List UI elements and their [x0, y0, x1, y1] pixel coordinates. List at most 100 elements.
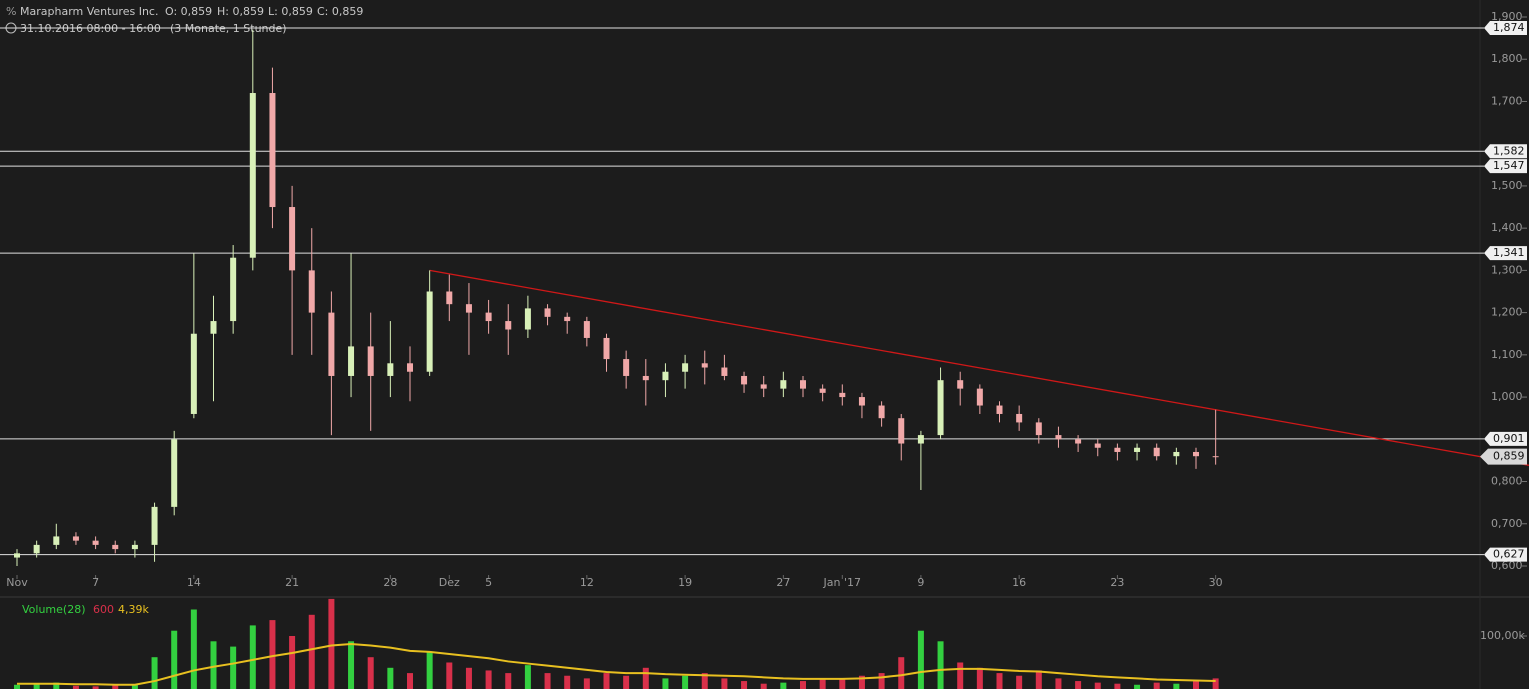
price-tag	[1484, 159, 1527, 174]
candle-body	[917, 435, 924, 444]
volume-bar	[387, 667, 394, 689]
price-tag-label: 1,547	[1493, 159, 1525, 172]
volume-bar	[112, 685, 119, 689]
price-tag-label: 0,627	[1493, 548, 1525, 561]
volume-legend: Volume(28)	[22, 603, 86, 616]
y-tick-label: 1,900	[1491, 10, 1523, 23]
candle-body	[760, 384, 767, 389]
last-price-tag	[1480, 448, 1527, 465]
volume-bar	[328, 598, 335, 689]
volume-bar	[151, 657, 158, 689]
volume-bar	[308, 614, 315, 689]
volume-bar	[1094, 682, 1101, 689]
volume-bar	[721, 678, 728, 689]
volume-bar	[367, 657, 374, 689]
candles	[14, 29, 1219, 566]
volume-bar	[14, 684, 20, 689]
candle-body	[407, 363, 413, 372]
volume-bar	[446, 662, 453, 689]
candle-body	[33, 544, 40, 554]
x-tick-label: 5	[485, 576, 492, 589]
symbol-icon: %	[6, 5, 16, 18]
volume-bar	[583, 678, 590, 689]
candle-body	[14, 553, 20, 558]
candle-body	[1173, 451, 1180, 457]
y-tick-label: 0,600	[1491, 559, 1523, 572]
volume-bar	[289, 636, 296, 689]
x-tick-label: 16	[1012, 576, 1026, 589]
volume-bar	[1193, 681, 1199, 689]
volume-bar	[190, 609, 197, 689]
candle-body	[485, 312, 492, 322]
volume-bar	[878, 673, 885, 689]
candle-body	[1075, 439, 1082, 444]
y-tick-label: 1,200	[1491, 306, 1523, 319]
y-tick-label: 1,000	[1491, 390, 1523, 403]
candle-body	[603, 337, 610, 360]
volume-bar	[269, 620, 276, 689]
price-tag	[1484, 431, 1527, 446]
candle-body	[819, 388, 826, 393]
candle-body	[1035, 422, 1042, 436]
candle-body	[623, 359, 630, 376]
volume-bar	[819, 678, 826, 689]
candle-body	[721, 367, 728, 376]
candle-body	[1094, 443, 1101, 448]
candle-body	[328, 312, 335, 376]
candle-body	[230, 257, 237, 322]
volume-bar	[839, 679, 846, 689]
volume-bar	[1055, 678, 1062, 689]
price-tag	[1484, 547, 1527, 562]
candle-body	[53, 536, 60, 545]
volume-bar	[465, 667, 472, 689]
y-tick-label: 1,700	[1491, 94, 1523, 107]
volume-bar	[407, 673, 413, 689]
volume-bar	[1153, 682, 1160, 689]
ohlc-close: C: 0,859	[317, 5, 363, 18]
candle-body	[348, 346, 355, 376]
volume-bar	[92, 686, 99, 689]
price-tag-label: 1,874	[1493, 21, 1525, 34]
candle-body	[92, 540, 99, 545]
x-tick-label: 23	[1110, 576, 1124, 589]
volume-bar	[544, 673, 551, 689]
volume-bar	[701, 673, 708, 689]
volume-bar	[957, 662, 964, 689]
volume-current: 600	[93, 603, 114, 616]
candle-body	[839, 392, 846, 398]
volume-bar	[642, 667, 649, 689]
volume-bar	[800, 681, 806, 689]
candle-body	[1193, 451, 1199, 457]
candle-body	[426, 291, 433, 372]
y-tick-label: 1,100	[1491, 348, 1523, 361]
candle-body	[662, 371, 669, 381]
candle-body	[780, 380, 787, 389]
x-tick-label: 28	[383, 576, 397, 589]
candle-body	[701, 363, 708, 368]
volume-bar	[210, 641, 217, 689]
ohlc-open: O: 0,859	[165, 5, 212, 18]
y-tick-label: 0,700	[1491, 517, 1523, 530]
price-tag-label: 1,582	[1493, 144, 1525, 157]
x-tick-label: 27	[776, 576, 790, 589]
volume-tick-label: 100,00k	[1480, 629, 1525, 642]
last-price-label: 0,859	[1493, 450, 1525, 463]
volume-bar	[564, 675, 571, 689]
volume-bar	[1035, 670, 1042, 689]
candle-body	[976, 388, 983, 406]
ohlc-low: L: 0,859	[268, 5, 313, 18]
chart-title: Marapharm Ventures Inc.	[20, 5, 158, 18]
volume-bar	[33, 683, 40, 689]
volume-bar	[1173, 683, 1180, 689]
volume-bar	[485, 670, 492, 689]
candle-body	[878, 405, 885, 419]
x-tick-label: Jan '17	[823, 576, 861, 589]
period: 31.10.2016 08:00 - 16:00	[20, 22, 161, 35]
x-tick-label: Dez	[439, 576, 460, 589]
y-tick-label: 0,800	[1491, 475, 1523, 488]
candle-body	[642, 375, 649, 381]
candle-body	[308, 270, 315, 313]
